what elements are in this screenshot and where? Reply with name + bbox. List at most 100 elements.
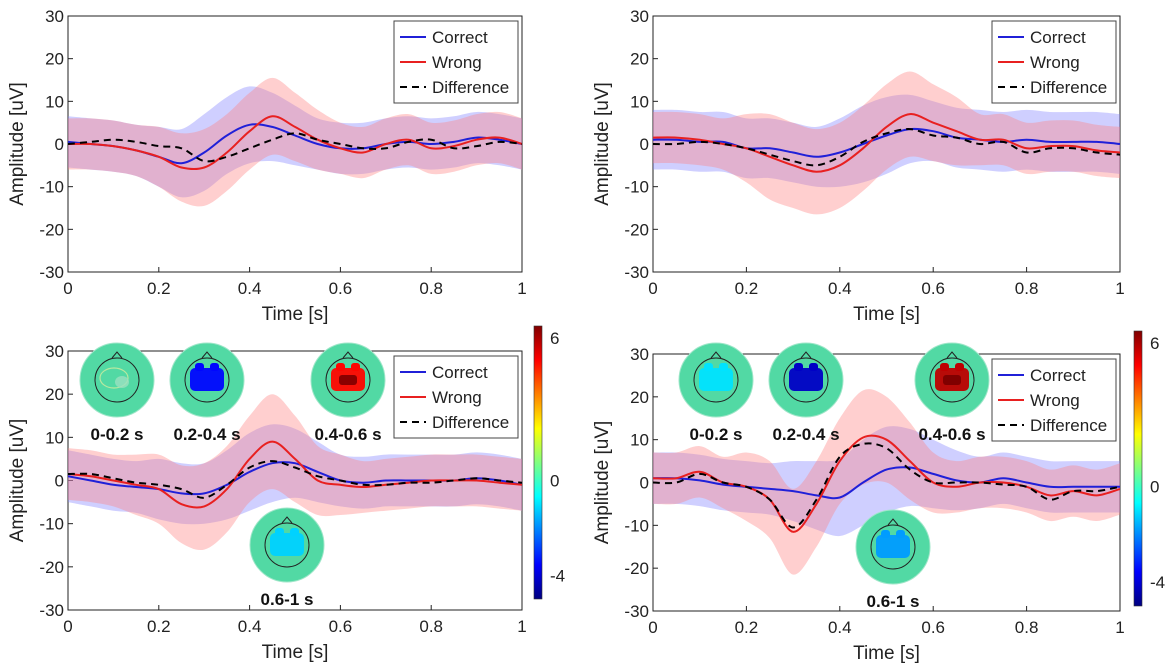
plot-area	[68, 394, 522, 551]
topomap-activity	[704, 363, 713, 371]
topomap-activity	[940, 363, 949, 371]
topomap-label: 0.4-0.6 s	[918, 425, 985, 444]
y-tick-label: 10	[45, 92, 64, 111]
band-wrong	[68, 394, 522, 551]
chart-panel-4: 0 0.2 0.4 0.6 0.8 1 30 20 10 0 -10 -20 -30 Time [s] Am…	[592, 330, 1165, 664]
series-line-correct	[653, 466, 1120, 500]
series-line-correct	[653, 127, 1120, 158]
x-tick-label: 0.4	[238, 279, 262, 298]
y-tick-label: 30	[45, 342, 64, 361]
topomap-head	[929, 357, 975, 403]
topomap-activity	[210, 363, 219, 371]
topomap-label: 0.4-0.6 s	[314, 425, 381, 444]
series-line-wrong	[653, 434, 1120, 533]
y-tick-label: 10	[45, 428, 64, 447]
x-tick-label: 1	[1115, 279, 1124, 298]
topomap-head	[94, 357, 140, 403]
band-wrong	[653, 389, 1120, 575]
x-tick-label: 0.2	[147, 279, 171, 298]
topomap-head	[870, 524, 916, 570]
topomap-activity	[115, 376, 129, 388]
colorbar-gradient	[1133, 330, 1143, 607]
x-tick-label: 1	[1115, 618, 1124, 637]
chart-panel-1: 0 0.2 0.4 0.6 0.8 1 30 20 10 0 -10 -20 -30 Time [s] Am…	[7, 7, 527, 325]
topomap-nose	[710, 351, 722, 359]
topomap-label: 0.6-1 s	[261, 590, 314, 609]
topomap-label: 0-0.2 s	[91, 425, 144, 444]
topomap-nose	[946, 351, 958, 359]
y-tick-label: -30	[624, 602, 649, 621]
topomap-head	[693, 357, 739, 403]
legend: Correct Wrong Difference	[393, 20, 519, 104]
x-tick-label: 0.6	[329, 279, 353, 298]
y-tick-label: 30	[630, 7, 649, 26]
chart-panel-3: 0 0.2 0.4 0.6 0.8 1 30 20 10 0 -10 -20 -30 Time [s] Am…	[7, 325, 565, 663]
x-tick-label: 0	[648, 618, 657, 637]
band-correct	[68, 424, 522, 525]
topomap-head	[184, 357, 230, 403]
y-tick-label: 10	[630, 92, 649, 111]
topomap-activity	[290, 528, 299, 536]
topomap-activity	[190, 368, 224, 391]
y-tick-label: -20	[39, 558, 64, 577]
topomap-nose	[800, 351, 812, 359]
topomap: 0.4-0.6 s	[914, 342, 990, 444]
x-tick-label: 0.8	[419, 279, 443, 298]
y-tick-label: -30	[39, 263, 64, 282]
x-axis-label: Time [s]	[853, 643, 920, 664]
y-axis-label: Amplitude [uV]	[7, 419, 28, 543]
y-tick-label: -10	[39, 178, 64, 197]
topomap-activity	[699, 368, 733, 391]
y-axis-label: Amplitude [uV]	[592, 82, 613, 206]
topomap-nose	[111, 351, 123, 359]
topomap-nose	[342, 351, 354, 359]
topomap-label: 0.6-1 s	[867, 592, 920, 611]
colorbar-tick-label: 0	[1150, 477, 1159, 496]
topomap-activity	[896, 530, 905, 538]
plot-area	[653, 71, 1120, 215]
y-tick-label: -10	[624, 516, 649, 535]
topomap-activity	[275, 528, 284, 536]
y-tick-label: 0	[640, 474, 649, 493]
topomap-head	[264, 522, 310, 568]
band-wrong	[68, 77, 522, 207]
y-tick-label: -30	[39, 601, 64, 620]
legend-label: Difference	[1030, 78, 1107, 97]
x-tick-label: 0.6	[921, 618, 945, 637]
x-tick-label: 0.6	[329, 617, 353, 636]
topomap: 0-0.2 s	[678, 342, 754, 444]
band-correct	[653, 426, 1120, 537]
topomap-head	[783, 357, 829, 403]
y-tick-label: 20	[45, 50, 64, 69]
y-tick-label: -10	[39, 515, 64, 534]
topomap-activity	[195, 363, 204, 371]
colorbar-gradient	[533, 325, 543, 600]
y-tick-label: -20	[624, 559, 649, 578]
topomap-activity	[809, 363, 818, 371]
x-axis-label: Time [s]	[853, 304, 920, 325]
colorbar-tick-label: 6	[550, 329, 559, 348]
legend-label: Wrong	[432, 388, 482, 407]
plot-area	[653, 389, 1120, 575]
topomap-activity	[881, 530, 890, 538]
band-wrong	[653, 71, 1120, 215]
colorbar-tick-label: 0	[550, 471, 559, 490]
x-tick-label: 0	[63, 617, 72, 636]
topomap-activity	[719, 363, 728, 371]
topomap: 0.2-0.4 s	[169, 342, 245, 444]
y-tick-label: 10	[630, 431, 649, 450]
series-line-wrong	[68, 115, 522, 171]
band-correct	[68, 86, 522, 198]
colorbar-tick-label: -4	[1150, 573, 1165, 592]
legend: Correct Wrong Difference	[393, 355, 519, 439]
x-tick-label: 1	[517, 279, 526, 298]
y-axis-label: Amplitude [uV]	[7, 82, 28, 206]
x-tick-label: 0.2	[735, 279, 759, 298]
y-tick-label: 0	[55, 472, 64, 491]
topomap: 0.4-0.6 s	[310, 342, 386, 444]
topomap-activity	[99, 367, 129, 389]
y-tick-label: 20	[630, 50, 649, 69]
chart-panel-2: 0 0.2 0.4 0.6 0.8 1 30 20 10 0 -10 -20 -30 Time [s] Am…	[592, 7, 1125, 325]
topomap: 0.6-1 s	[249, 507, 325, 609]
